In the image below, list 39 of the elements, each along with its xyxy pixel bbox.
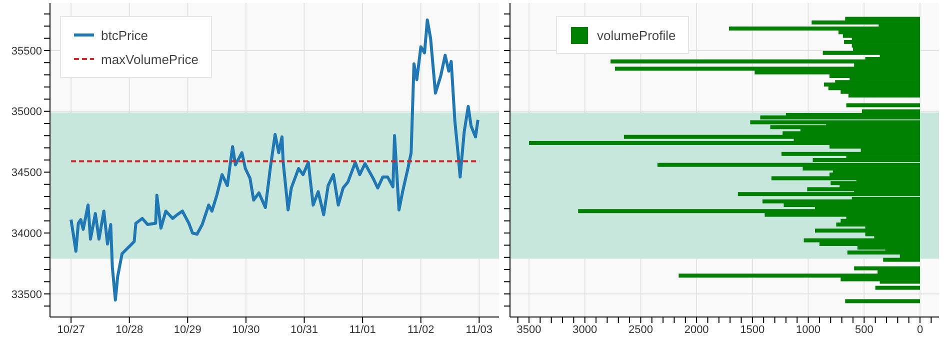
y-tick-label: 35500	[11, 45, 42, 58]
legend-label: volumeProfile	[597, 28, 676, 42]
bar	[845, 299, 920, 304]
bar	[615, 66, 920, 71]
bar	[781, 152, 920, 156]
x-tick-label: 10/30	[232, 324, 260, 336]
x-tick-label: 3500	[516, 324, 542, 336]
x-tick-label: 500	[854, 324, 874, 336]
y-tick-label: 34000	[11, 228, 42, 240]
bar	[846, 103, 920, 108]
bar	[678, 274, 920, 278]
x-tick-label: 10/31	[290, 324, 318, 336]
bar	[822, 50, 920, 55]
x-tick-label: 1000	[796, 324, 821, 336]
x-tick-label: 11/02	[408, 324, 434, 336]
x-tick-label: 10/29	[174, 324, 202, 336]
x-tick-label: 10/27	[57, 324, 85, 336]
x-tick-label: 11/03	[466, 324, 493, 336]
legend-label: maxVolumePrice	[101, 52, 199, 66]
bar	[728, 26, 920, 31]
x-tick-label: 1500	[740, 324, 765, 336]
x-tick-label: 0	[916, 324, 924, 336]
x-tick-label: 2000	[684, 324, 709, 336]
y-tick-label: 33500	[11, 288, 42, 301]
bar	[578, 209, 920, 214]
y-tick-label: 34500	[11, 167, 42, 180]
bar	[883, 258, 920, 262]
x-tick-label: 11/01	[349, 324, 376, 336]
bar	[875, 286, 920, 290]
y-tick-label: 35000	[11, 106, 42, 118]
bar	[854, 266, 920, 270]
x-tick-label: 10/28	[116, 324, 144, 336]
x-tick-label: 3000	[572, 324, 598, 336]
bar	[812, 20, 920, 24]
legend-label: btcPrice	[101, 28, 148, 42]
bar	[814, 228, 920, 233]
bar	[610, 59, 920, 64]
bar	[528, 140, 920, 145]
x-tick-label: 2500	[628, 324, 653, 336]
